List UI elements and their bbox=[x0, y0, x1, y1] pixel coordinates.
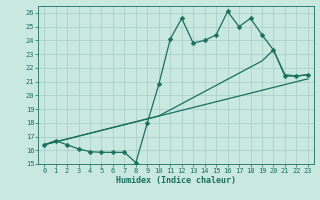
X-axis label: Humidex (Indice chaleur): Humidex (Indice chaleur) bbox=[116, 176, 236, 185]
